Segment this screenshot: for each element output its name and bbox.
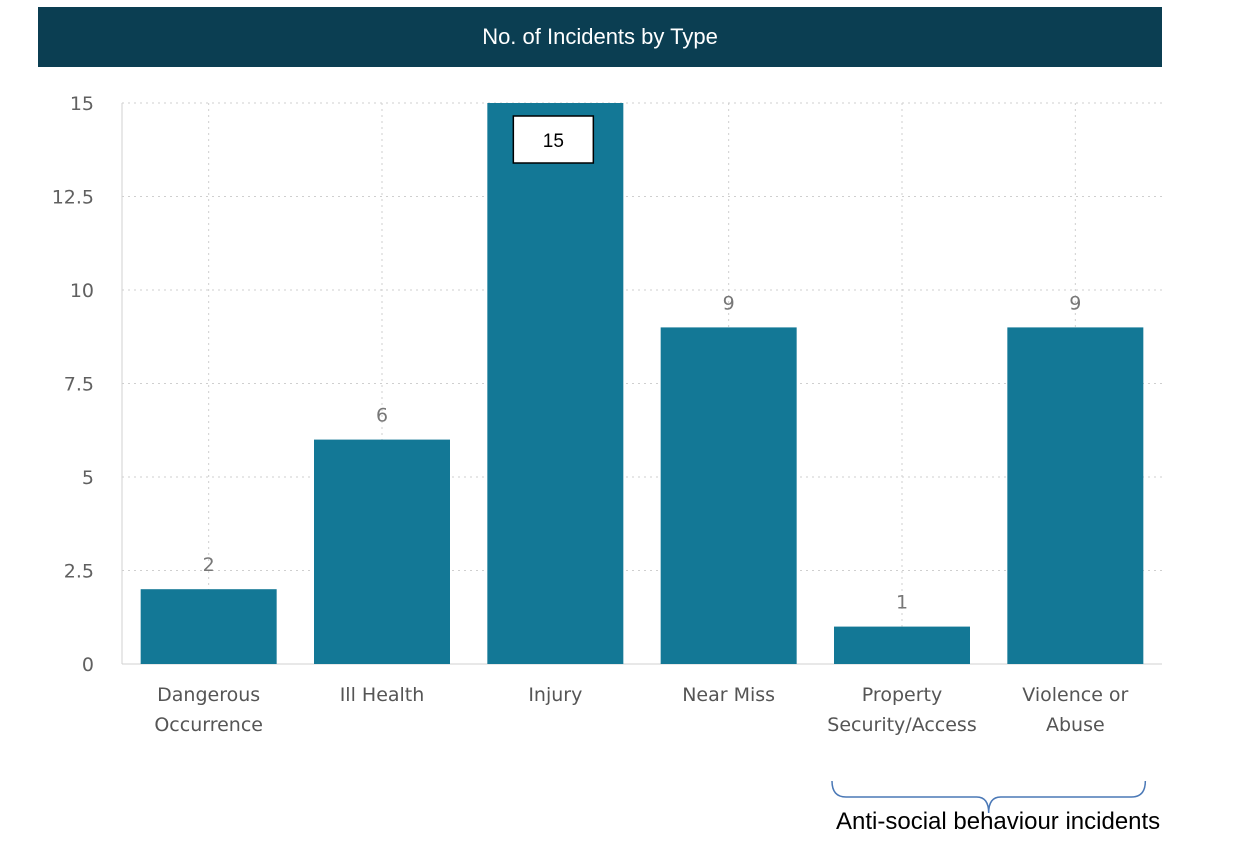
- data-label: 2: [203, 554, 215, 576]
- data-label-callout-box: [512, 115, 595, 164]
- x-tick-label: Abuse: [1046, 714, 1105, 736]
- curly-brace: [831, 780, 1147, 814]
- bar: [834, 626, 970, 664]
- x-tick-label: Property: [862, 684, 942, 706]
- data-label: 6: [376, 405, 388, 427]
- annotation-brace: [831, 780, 1147, 814]
- bar: [660, 327, 797, 664]
- x-tick-label: Occurrence: [154, 714, 263, 736]
- x-tick-label: Near Miss: [682, 684, 775, 706]
- y-tick-label: 7.5: [64, 374, 94, 396]
- y-tick-label: 2.5: [64, 561, 94, 583]
- x-tick-label: Injury: [528, 684, 582, 706]
- x-tick-label: Violence or: [1022, 684, 1128, 706]
- y-tick-label: 15: [70, 93, 94, 115]
- bar: [1007, 327, 1144, 664]
- bars: [140, 103, 1144, 664]
- y-tick-label: 12.5: [52, 187, 94, 209]
- y-tick-label: 10: [70, 280, 94, 302]
- bar: [487, 103, 624, 664]
- data-label: 9: [723, 292, 735, 314]
- bar: [314, 439, 450, 664]
- bar: [140, 589, 277, 664]
- y-tick-label: 5: [82, 467, 94, 489]
- x-tick-label: Ill Health: [340, 684, 425, 706]
- data-label: 9: [1069, 292, 1081, 314]
- x-tick-label: Security/Access: [827, 714, 976, 736]
- gridlines: [122, 102, 1162, 664]
- annotation-text: Anti-social behaviour incidents: [836, 808, 1161, 835]
- data-label: 1: [896, 592, 908, 614]
- chart-title: No. of Incidents by Type: [38, 7, 1162, 67]
- x-tick-label: Dangerous: [157, 684, 260, 706]
- data-label: 15: [543, 131, 564, 152]
- y-tick-label: 0: [82, 654, 94, 676]
- labels: 0 2.5 5 7.5 10 12.5 15 2 Dangerous Occurrence 6 Ill…: [52, 93, 1129, 736]
- axes: [121, 103, 1162, 665]
